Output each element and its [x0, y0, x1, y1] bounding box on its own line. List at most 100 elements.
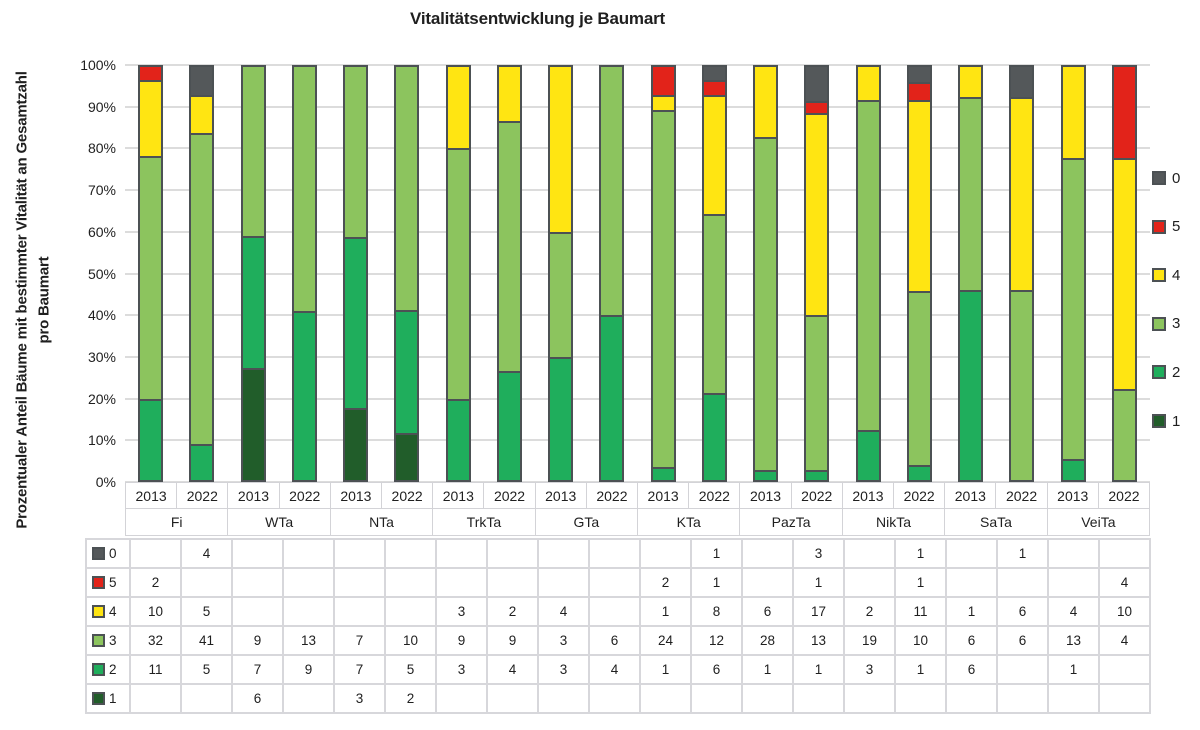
table-cell — [590, 569, 641, 598]
x-year-label: 2022 — [1097, 482, 1151, 509]
y-axis-ticks: 0% 10% 20% 30% 40% 50% 60% 70% 80% 90% 100% — [54, 57, 116, 490]
table-cell — [284, 569, 335, 598]
table-cell: 1 — [692, 569, 743, 598]
gridline — [125, 397, 1150, 400]
bar-segment-2 — [189, 444, 215, 482]
table-legend-cell: 5 — [87, 569, 131, 598]
table-cell: 7 — [233, 656, 284, 685]
table-cell: 1 — [947, 598, 998, 627]
table-cell: 3 — [539, 627, 590, 656]
table-cell: 1 — [794, 656, 845, 685]
bar-segment-2 — [958, 289, 984, 482]
bar-segment-1 — [394, 432, 420, 482]
table-swatch-icon — [92, 692, 105, 705]
bar-segment-4 — [855, 65, 881, 102]
table-cell — [437, 540, 488, 569]
table-cell: 6 — [998, 598, 1049, 627]
table-cell: 1 — [794, 569, 845, 598]
table-cell — [386, 540, 437, 569]
x-group-label: Fi — [125, 508, 229, 536]
table-cell — [896, 685, 947, 714]
x-axis-years: 2013 2022 2013 2022 2013 2022 2013 2022 2013 2022… — [125, 482, 1151, 509]
y-axis-label-line1: Prozentualer Anteil Bäume mit bestimmter… — [13, 71, 31, 529]
y-tick-label: 0% — [95, 474, 116, 490]
table-cell: 2 — [386, 685, 437, 714]
bar-segment-2 — [445, 398, 471, 482]
bar-column — [394, 65, 420, 482]
y-axis-label-line2: pro Baumart — [35, 256, 52, 344]
table-cell: 4 — [488, 656, 539, 685]
table-cell: 6 — [590, 627, 641, 656]
table-cell: 9 — [437, 627, 488, 656]
bar-column — [343, 65, 369, 482]
bar-segment-5 — [1111, 65, 1137, 160]
table-cell — [131, 540, 182, 569]
bar-column — [753, 65, 779, 482]
bar-segment-4 — [701, 94, 727, 216]
table-cell: 2 — [845, 598, 896, 627]
table-cell: 9 — [284, 656, 335, 685]
table-cell: 17 — [794, 598, 845, 627]
bar-segment-2 — [1060, 458, 1086, 482]
bar-segment-4 — [189, 95, 215, 136]
x-year-label: 2022 — [176, 482, 229, 509]
y-tick-label: 80% — [87, 140, 116, 157]
x-year-label: 2013 — [227, 482, 280, 509]
x-year-label: 2013 — [1046, 482, 1099, 509]
bar-segment-3 — [701, 213, 727, 395]
y-tick-label: 10% — [87, 432, 116, 449]
legend-item: 4 — [1152, 267, 1180, 284]
bar-column — [291, 65, 317, 482]
table-row-label: 3 — [109, 633, 117, 648]
table-cell: 1 — [896, 540, 947, 569]
table-cell: 5 — [182, 656, 233, 685]
bar-segment-4 — [650, 94, 676, 112]
x-year-label: 2013 — [432, 482, 485, 509]
table-cell — [539, 685, 590, 714]
table-cell: 8 — [692, 598, 743, 627]
legend-label: 1 — [1172, 412, 1181, 430]
bar-column — [1060, 65, 1086, 482]
table-swatch-icon — [92, 547, 105, 560]
table-cell: 10 — [386, 627, 437, 656]
gridline — [125, 314, 1150, 317]
table-cell: 13 — [794, 627, 845, 656]
table-cell: 19 — [845, 627, 896, 656]
bar-segment-4 — [138, 80, 164, 158]
bar-segment-3 — [599, 65, 625, 318]
table-cell — [233, 598, 284, 627]
table-cell: 1 — [998, 540, 1049, 569]
table-cell: 12 — [692, 627, 743, 656]
legend-label: 5 — [1172, 218, 1181, 236]
table-cell: 3 — [437, 656, 488, 685]
x-year-label: 2013 — [329, 482, 383, 509]
bar-segment-4 — [445, 65, 471, 151]
table-cell — [947, 569, 998, 598]
bar-segment-2 — [394, 310, 420, 435]
bar-segment-5 — [650, 65, 676, 97]
x-group-label: KTa — [637, 508, 741, 536]
bar-segment-2 — [906, 464, 932, 482]
table-cell: 1 — [692, 540, 743, 569]
legend-item: 3 — [1152, 315, 1180, 332]
table-cell — [284, 685, 335, 714]
bar-segment-2 — [701, 392, 727, 482]
x-year-label: 2013 — [125, 482, 178, 509]
y-tick-label: 20% — [87, 390, 116, 407]
table-cell — [998, 656, 1049, 685]
bar-segment-4 — [1009, 97, 1035, 292]
bar-segment-3 — [906, 290, 932, 467]
table-cell — [845, 569, 896, 598]
bar-segment-4 — [1111, 157, 1137, 392]
chart-title: Vitalitätsentwicklung je Baumart — [410, 9, 665, 28]
legend-label: 2 — [1172, 363, 1181, 381]
x-axis-groups: Fi WTa NTa TrkTa GTa KTa PazTa NikTa SaTa VeiTa — [125, 508, 1151, 536]
x-year-label: 2022 — [483, 482, 536, 509]
x-group-label: PazTa — [739, 508, 843, 536]
bar-segment-3 — [445, 148, 471, 401]
legend-swatch-icon — [1152, 219, 1166, 234]
table-cell: 24 — [641, 627, 692, 656]
y-tick-label: 60% — [87, 223, 116, 240]
bar-segment-3 — [548, 231, 574, 359]
table-cell: 11 — [896, 598, 947, 627]
